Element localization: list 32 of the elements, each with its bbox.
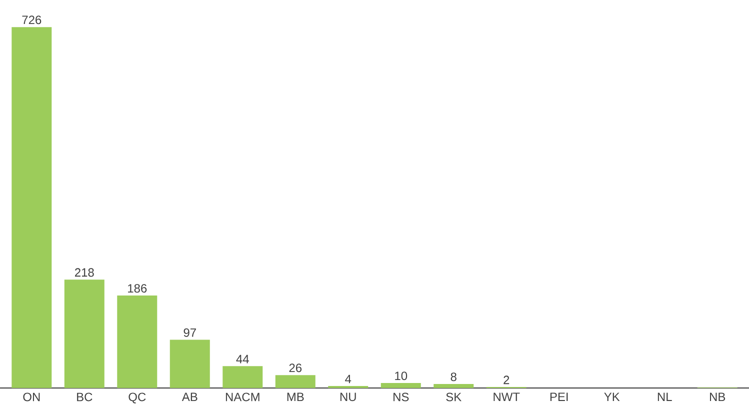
x-tick-label: PEI	[550, 392, 568, 401]
data-label: 26	[289, 364, 302, 372]
x-tick-label: AB	[182, 392, 198, 401]
data-label: 8	[450, 372, 456, 382]
bar	[380, 383, 421, 388]
data-label: 44	[236, 354, 249, 364]
x-tick-label: SK	[446, 392, 462, 402]
x-tick-label: NACM	[226, 392, 260, 402]
bar	[275, 375, 316, 388]
x-tick-label: MB	[287, 392, 304, 401]
x-tick-label: YK	[604, 392, 620, 401]
x-tick-label: BC	[77, 392, 92, 402]
x-tick-label: NS	[394, 392, 409, 402]
x-tick-label: NL	[658, 392, 672, 401]
bar	[222, 366, 263, 388]
data-label: 186	[128, 284, 147, 293]
data-label: 218	[74, 268, 94, 277]
data-label: 97	[184, 328, 196, 337]
x-tick-label: QC	[128, 392, 146, 404]
x-tick-label: NB	[710, 392, 726, 401]
bar	[170, 340, 210, 388]
data-label: 726	[22, 16, 42, 24]
data-label: 4	[345, 374, 352, 384]
x-tick-label: NWT	[494, 392, 520, 401]
data-label: 2	[504, 376, 510, 384]
x-tick-label: ON	[23, 392, 40, 402]
bar	[434, 384, 474, 388]
bar	[64, 280, 104, 388]
data-label: 10	[395, 372, 408, 380]
x-tick-label: NU	[340, 392, 356, 402]
bar	[12, 27, 52, 388]
bar	[117, 296, 158, 388]
